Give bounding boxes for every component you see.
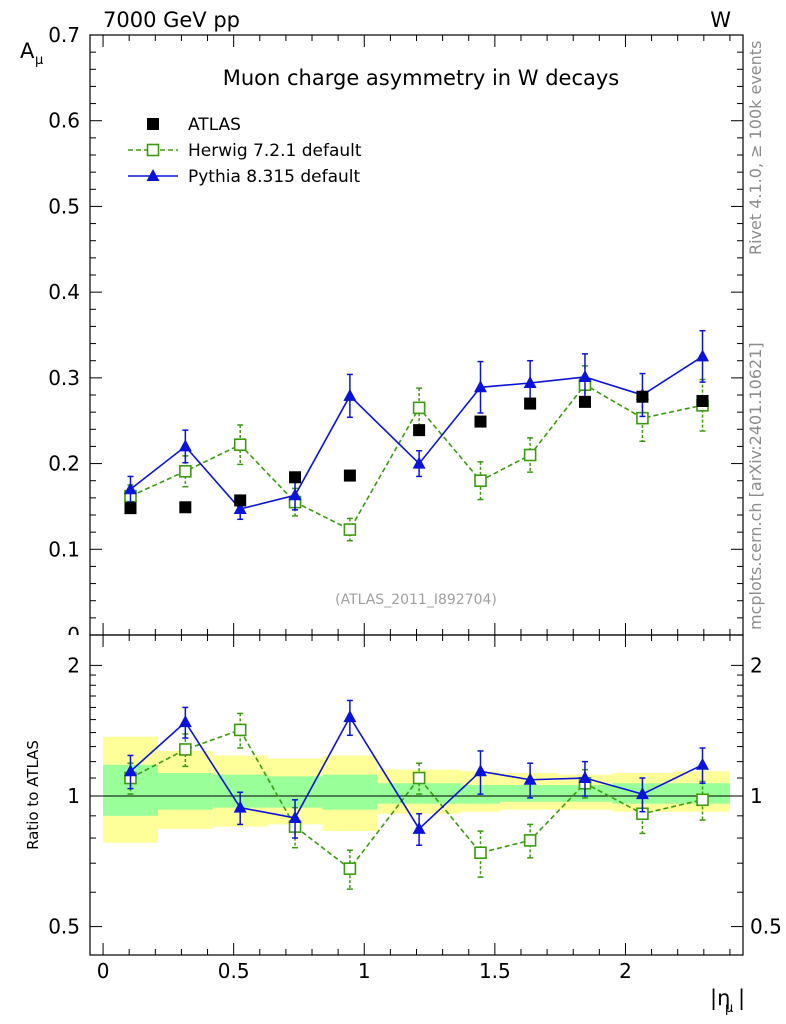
beam-label: 7000 GeV pp [103, 8, 240, 32]
x-axis-label-sub: μ [725, 1001, 733, 1016]
ratio-y-tick-label: 1 [67, 784, 80, 808]
main-pythia-point [178, 439, 192, 452]
ratio-pythia-point [473, 764, 487, 777]
y-tick-label: 0.1 [48, 537, 80, 561]
ratio-axis-ticks: 0.5 0.5 1 1 2 2 0 0.5 1 1.5 2 [48, 635, 782, 983]
legend: ATLAS Herwig 7.2.1 default Pythia 8.315 de… [128, 115, 362, 187]
main-atlas-point [234, 494, 247, 507]
main-atlas-point [124, 502, 137, 515]
main-atlas-point [524, 397, 537, 410]
main-atlas-point [413, 424, 426, 437]
uncertainty-band-green [322, 774, 378, 810]
ratio-pythia-point [178, 715, 192, 728]
main-atlas-point [578, 395, 591, 408]
x-tick-label: 0.5 [218, 959, 250, 983]
legend-label: Herwig 7.2.1 default [188, 141, 362, 161]
x-tick-label: 0 [97, 959, 110, 983]
ratio-herwig-point [696, 793, 709, 807]
ratio-pythia-point [343, 710, 357, 723]
main-herwig-point [523, 448, 537, 462]
main-series-layer [123, 329, 710, 542]
uncertainty-band-green [500, 785, 558, 802]
ratio-herwig-line [130, 728, 703, 870]
main-pythia-point [343, 388, 357, 401]
legend-marker [146, 169, 160, 181]
ratio-pythia-point [288, 810, 302, 823]
y-tick-label: 0.2 [48, 452, 80, 476]
process-label: W [710, 8, 731, 32]
main-pythia-point [412, 456, 426, 469]
x-axis-label-close: | [738, 986, 745, 1011]
main-herwig-point [412, 401, 426, 415]
ratio-herwig-point [474, 846, 487, 860]
rivet-version-note: Rivet 4.1.0, ≥ 100k events [746, 41, 765, 255]
y-axis-label-main: A [20, 39, 35, 63]
main-pythia-point [578, 370, 592, 382]
main-atlas-point [343, 469, 356, 482]
legend-marker [146, 143, 160, 157]
ratio-pythia-point [523, 772, 537, 785]
chart-title: Muon charge asymmetry in W decays [223, 66, 620, 90]
ratio-herwig-point [343, 862, 357, 875]
main-pythia-point [473, 380, 487, 393]
ratio-pythia-point [233, 800, 247, 813]
ratio-herwig-point [412, 771, 426, 785]
x-axis-label-main: |η [710, 986, 730, 1011]
main-herwig-point [233, 438, 247, 452]
ratio-pythia-point [123, 764, 137, 777]
analysis-watermark: (ATLAS_2011_I892704) [335, 592, 497, 608]
ratio-pythia-point [635, 787, 649, 800]
ratio-herwig-point [233, 723, 247, 737]
ratio-y-tick-label-right: 0.5 [750, 915, 782, 939]
y-tick-label: 0.4 [48, 280, 80, 304]
x-tick-label: 1 [358, 959, 371, 983]
legend-label: ATLAS [188, 115, 241, 135]
main-pythia-point [696, 349, 710, 362]
x-tick-label: 1.5 [479, 959, 511, 983]
mcplots-credit: mcplots.cern.ch [arXiv:2401.10621] [746, 342, 765, 630]
main-pythia-point [123, 482, 137, 495]
main-atlas-point [289, 471, 302, 484]
ratio-herwig-point [179, 743, 192, 756]
legend-marker [147, 118, 159, 130]
main-pythia-point [233, 502, 247, 514]
main-herwig-point [343, 523, 357, 536]
y-tick-label: 0.6 [48, 109, 80, 133]
y-tick-label: 0.3 [48, 366, 80, 390]
main-axis-ticks: 0.1 0.2 0.3 0.4 0.5 0.6 0.7 0 [48, 23, 743, 647]
x-tick-label: 2 [619, 959, 632, 983]
ratio-y-tick-label: 2 [67, 653, 80, 677]
ratio-pythia-point [578, 771, 592, 784]
y-axis-label-sub: μ [35, 53, 43, 68]
ratio-herwig-point [523, 834, 537, 847]
main-atlas-point [636, 390, 649, 403]
main-atlas-point [474, 415, 487, 428]
main-herwig-point [179, 464, 192, 478]
ratio-y-tick-label-right: 2 [750, 653, 763, 677]
ratio-y-label: Ratio to ATLAS [24, 740, 42, 850]
y-tick-label-zero: 0 [67, 623, 80, 647]
ratio-y-tick-label: 0.5 [48, 915, 80, 939]
uncertainty-band-green [672, 783, 730, 804]
ratio-pythia-point [696, 757, 710, 770]
y-tick-label: 0.7 [48, 23, 80, 47]
main-pythia-point [288, 488, 302, 501]
ratio-pythia-point [412, 821, 426, 834]
ratio-series-layer [123, 699, 710, 890]
x-axis-label: |η μ | [710, 986, 745, 1016]
main-panel: 0.1 0.2 0.3 0.4 0.5 0.6 0.7 0 Muon charge asymm… [20, 23, 744, 647]
uncertainty-band-green [157, 772, 213, 810]
main-atlas-point [696, 395, 709, 407]
main-pythia-point [523, 376, 537, 388]
ratio-y-tick-label-right: 1 [750, 784, 763, 808]
main-atlas-point [179, 501, 192, 514]
main-herwig-point [474, 474, 487, 488]
y-tick-label: 0.5 [48, 194, 80, 218]
y-axis-label: A μ [20, 39, 43, 68]
legend-label: Pythia 8.315 default [188, 167, 361, 187]
ratio-panel: 0.5 0.5 1 1 2 2 0 0.5 1 1.5 2 Ratio to ATLAS |η μ … [24, 634, 782, 1016]
